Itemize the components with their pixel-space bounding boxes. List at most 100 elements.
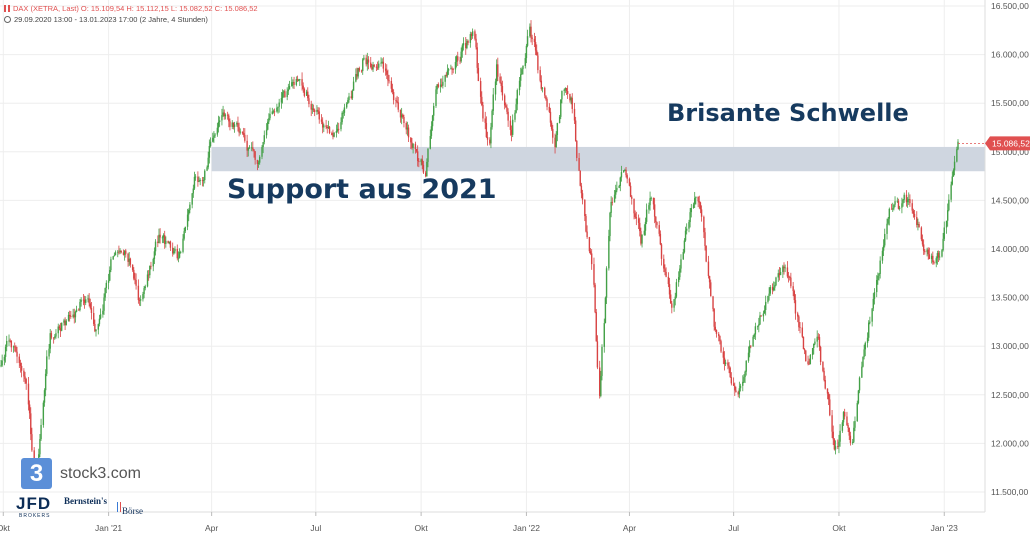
candle-body [554,137,556,148]
candle-body [213,135,215,138]
candle-body [263,135,265,143]
candle-body [228,115,230,122]
candle-body [633,198,635,214]
candle-body [439,84,442,87]
candle-body [430,126,433,137]
candle-body [0,365,2,367]
candle-body [395,100,397,101]
candle-body [93,312,95,324]
candle-body [216,127,219,135]
candle-body [277,106,279,108]
candle-body [684,230,687,241]
candle-body [476,47,478,68]
candle-body [250,147,253,149]
candle-body [88,298,90,304]
candle-body [585,216,587,232]
candle-body [341,112,343,123]
candle-body [427,148,429,162]
candle-body [415,149,418,152]
candle-body [177,257,180,259]
y-tick-label: 14.500,00 [991,195,1029,205]
y-tick-label: 14.000,00 [991,244,1029,254]
candle-body [896,200,899,202]
x-tick-label: Jan '21 [95,523,122,533]
candle-body [805,350,807,362]
candle-body [327,126,330,129]
candle-body [248,147,251,149]
candle-body [640,231,642,244]
candle-body [816,336,818,342]
candle-body [503,95,506,106]
candle-body [297,80,300,81]
candle-body [447,69,450,71]
candle-body [692,204,695,208]
candle-body [784,267,786,269]
candle-body [869,321,871,323]
candle-body [137,285,140,301]
y-tick-label: 11.500,00 [991,487,1028,497]
candle-body [372,64,374,70]
candle-body [578,157,580,171]
candle-body [291,82,293,86]
candle-body [718,333,720,336]
candle-body [280,98,283,103]
candle-body [159,234,161,238]
candle-body [705,245,707,262]
candle-body [680,259,682,269]
candle-body [356,74,358,77]
candle-body [450,68,452,70]
candle-body [778,273,781,276]
candle-body [576,140,578,158]
candle-body [920,227,923,240]
candle-body [301,79,303,86]
candle-body [724,362,727,365]
candle-body [391,88,394,93]
candle-body [507,111,509,121]
candle-body [424,172,427,177]
candle-body [406,127,409,130]
candle-body [109,270,111,281]
candle-body [866,337,869,343]
x-tick-label: Jan '23 [931,523,958,533]
candle-body [198,181,200,182]
candle-body [42,402,45,425]
candle-body [73,314,75,318]
candle-body [908,199,910,200]
candle-body [877,275,879,281]
candle-body [957,141,959,150]
candle-body [817,336,820,338]
candle-body [667,276,670,285]
candle-body [747,352,750,361]
candle-body [912,210,915,214]
candle-body [596,341,599,368]
candle-body [30,413,32,435]
candle-body [331,133,333,136]
candle-body [105,282,108,288]
candle-body [460,51,462,62]
candle-body [95,329,97,332]
candle-body [340,122,342,130]
candle-body [594,284,596,313]
bernstein-logo: Bernstein's [64,496,108,506]
y-tick-label: 15.000,00 [991,147,1029,157]
candle-body [380,62,382,64]
candle-body [3,356,6,361]
candle-body [223,112,225,117]
candle-body [569,94,571,101]
candle-body [89,303,91,308]
candle-body [451,68,453,70]
candle-body [834,446,837,450]
last-price-label: 15.086,52 [992,138,1030,148]
candle-body [365,57,367,65]
candle-body [63,320,65,323]
x-tick-label: Jul [310,523,321,533]
candle-body [161,237,164,239]
candle-body [333,132,335,137]
candle-body [922,244,925,251]
candle-body [779,271,782,276]
candle-body [928,254,931,260]
candle-body [470,34,473,36]
candle-body [194,176,197,178]
candle-body [618,185,620,188]
